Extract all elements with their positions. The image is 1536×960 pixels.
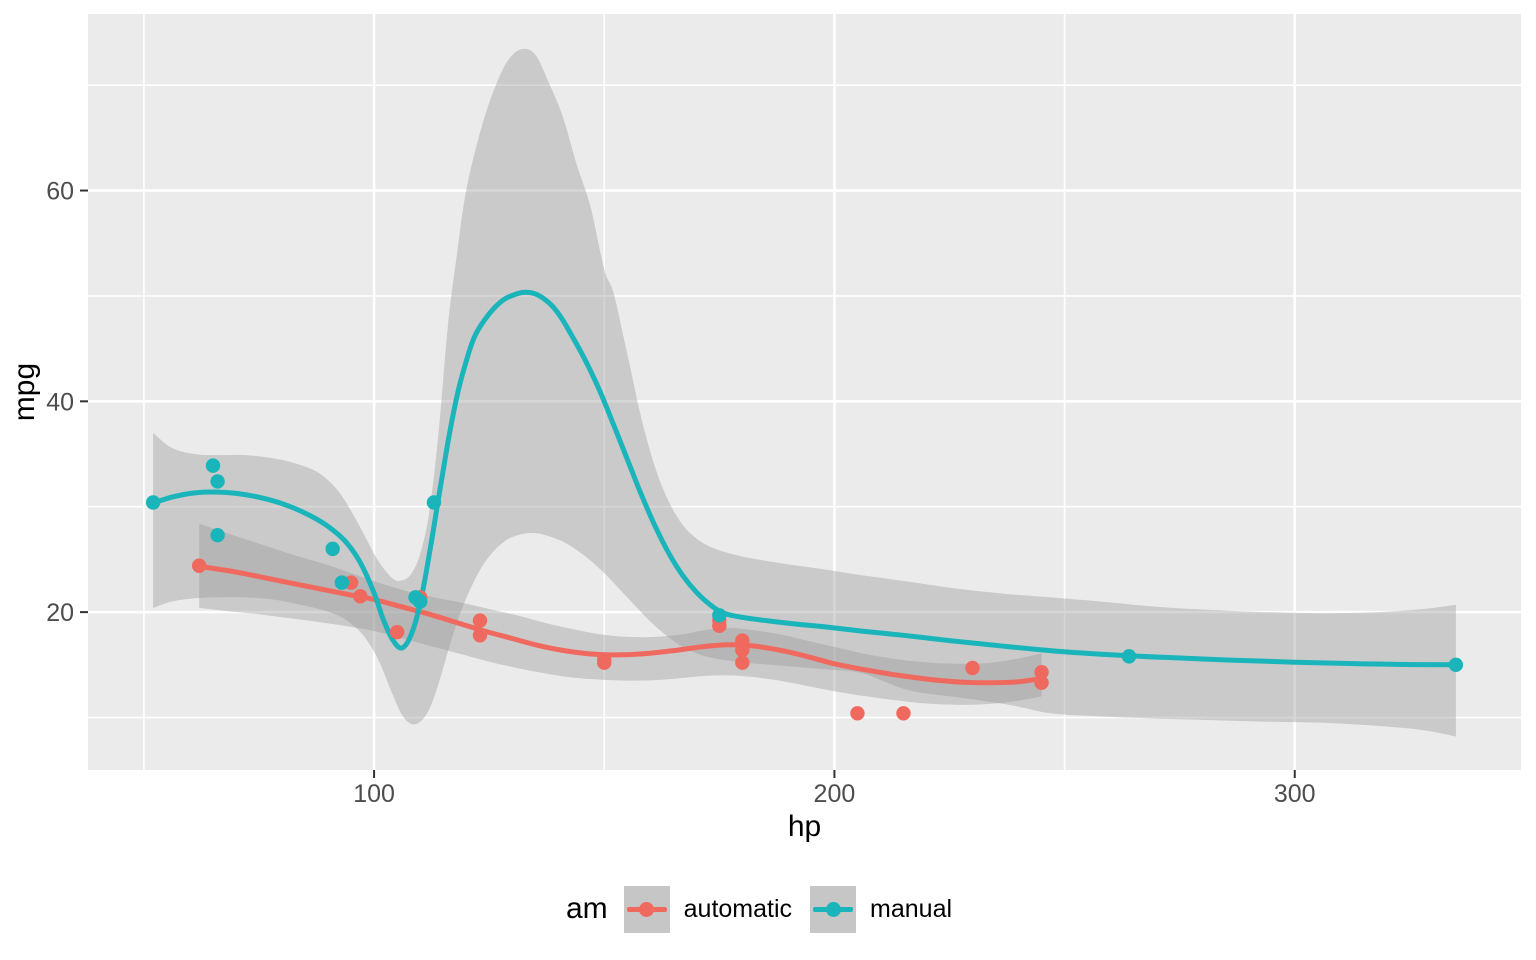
data-point-automatic [965, 660, 980, 676]
data-point-automatic [1034, 664, 1049, 680]
x-tick-label: 200 [814, 780, 856, 808]
data-point-automatic [472, 628, 488, 643]
data-point-manual [1448, 657, 1464, 673]
data-point-automatic [191, 558, 207, 573]
legend: am automatic manual [0, 881, 1536, 937]
y-tick-label: 20 [46, 599, 74, 627]
legend-key-automatic [623, 885, 670, 933]
data-point-manual [205, 458, 221, 473]
smooth-line-automatic [196, 563, 1045, 686]
legend-label-automatic: automatic [683, 894, 793, 923]
point-swatch [639, 901, 655, 917]
point-swatch [825, 901, 841, 917]
data-point-automatic [850, 706, 865, 721]
smooth-line-manual [150, 289, 1459, 668]
data-point-automatic [353, 589, 368, 604]
data-point-automatic [389, 624, 405, 640]
legend-key-manual [810, 885, 857, 933]
panel-background [88, 14, 1521, 770]
data-point-automatic [735, 655, 750, 670]
legend-title: am [565, 892, 608, 925]
data-point-manual [210, 527, 225, 543]
data-point-manual [412, 594, 428, 609]
legend-item-manual: manual [810, 885, 970, 933]
data-point-manual [210, 474, 225, 489]
data-point-automatic [472, 613, 488, 628]
data-point-automatic [597, 655, 612, 670]
legend-item-automatic: automatic [623, 885, 810, 933]
data-point-manual [426, 495, 442, 510]
y-tick-label: 40 [46, 388, 74, 416]
legend-label-manual: manual [870, 894, 953, 923]
data-point-manual [325, 541, 340, 557]
data-point-automatic [1034, 675, 1049, 690]
confidence-ribbon-manual [153, 48, 1456, 737]
data-point-manual [145, 495, 161, 510]
x-tick-label: 100 [353, 780, 395, 808]
data-point-automatic [896, 706, 911, 721]
data-point-manual [712, 608, 727, 623]
data-point-automatic [735, 633, 750, 648]
x-tick-label: 300 [1274, 780, 1316, 808]
y-tick-label: 60 [46, 178, 74, 206]
data-point-manual [1121, 649, 1137, 664]
confidence-ribbon-automatic [199, 523, 1042, 705]
y-axis-title: mpg [8, 363, 41, 421]
data-point-manual [334, 575, 350, 590]
x-axis-title: hp [788, 810, 821, 843]
